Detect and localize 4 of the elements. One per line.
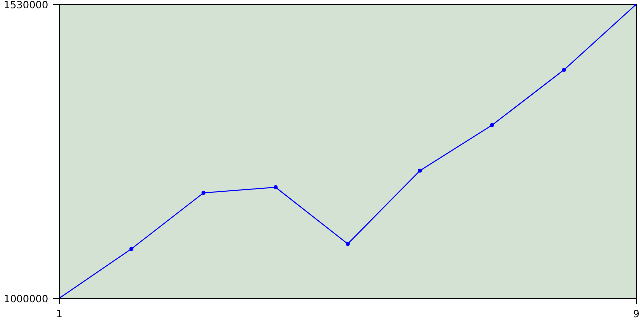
x-tick-label: 1 — [56, 310, 63, 320]
x-tick-label: 9 — [633, 310, 640, 320]
y-tick-label: 1000000 — [4, 294, 49, 306]
y-tick-label: 1530000 — [4, 0, 49, 12]
